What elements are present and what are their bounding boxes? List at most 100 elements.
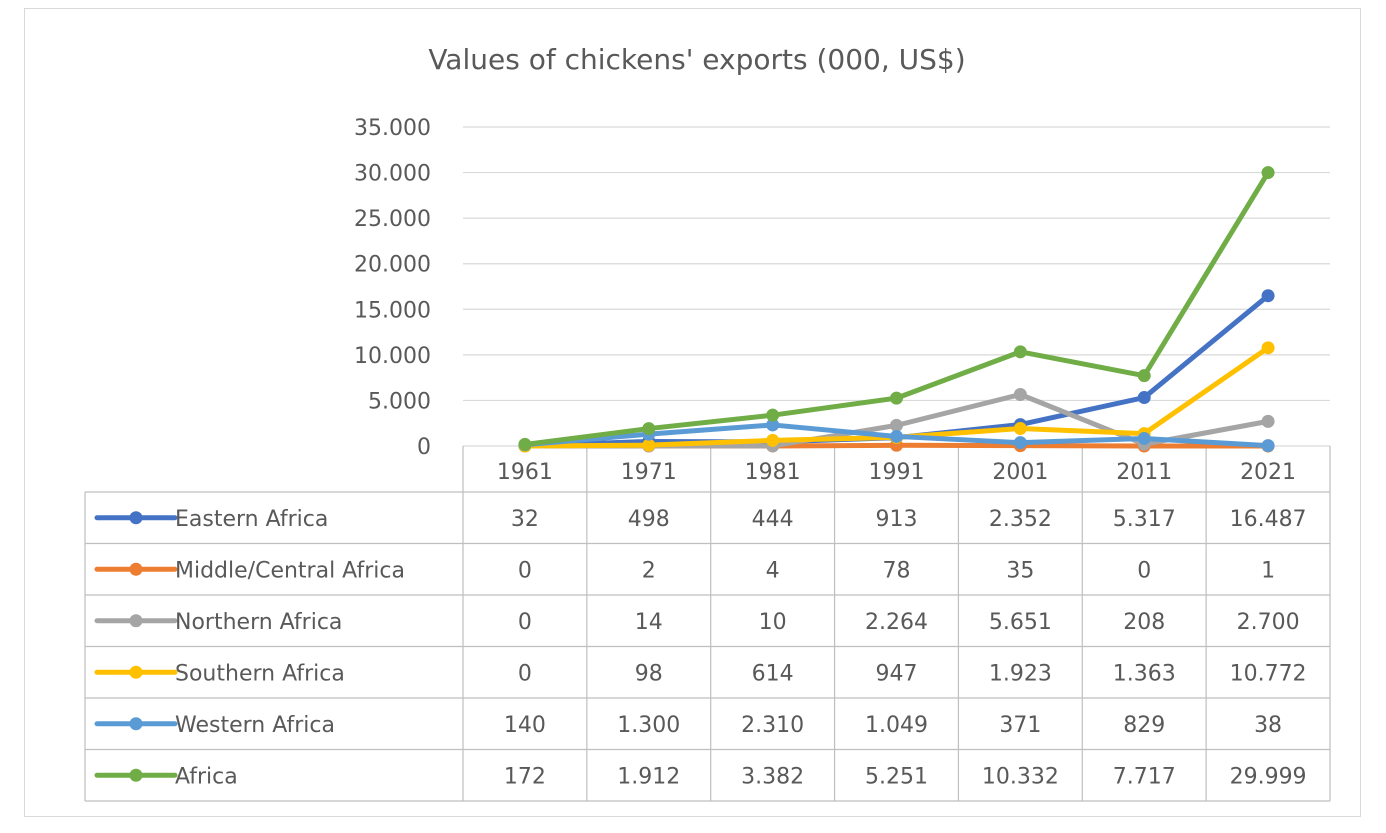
x-tick-label: 1981 bbox=[745, 460, 801, 485]
data-cell: 371 bbox=[999, 713, 1041, 738]
legend-key bbox=[94, 717, 178, 731]
data-cell: 1.912 bbox=[617, 764, 680, 789]
y-tick-label: 30.000 bbox=[354, 162, 431, 187]
data-point bbox=[1261, 414, 1275, 428]
data-cell: 2.700 bbox=[1237, 610, 1300, 635]
data-cell: 3.382 bbox=[741, 764, 804, 789]
data-cell: 5.317 bbox=[1113, 507, 1176, 532]
data-point bbox=[1261, 289, 1275, 303]
data-cell: 1.300 bbox=[617, 713, 680, 738]
data-point bbox=[642, 438, 656, 452]
data-point bbox=[1013, 345, 1027, 359]
y-tick-label: 0 bbox=[417, 435, 431, 460]
data-point bbox=[766, 433, 780, 447]
y-tick-label: 20.000 bbox=[354, 253, 431, 278]
data-cell: 0 bbox=[1137, 558, 1151, 583]
gridlines bbox=[463, 126, 1330, 447]
data-cell: 32 bbox=[511, 507, 539, 532]
data-cell: 829 bbox=[1123, 713, 1165, 738]
chart-title: Values of chickens' exports (000, US$) bbox=[428, 43, 965, 76]
y-tick-label: 35.000 bbox=[354, 116, 431, 141]
x-tick-label: 1991 bbox=[869, 460, 925, 485]
data-cell: 0 bbox=[518, 661, 532, 686]
data-cell: 1.363 bbox=[1113, 661, 1176, 686]
data-cell: 10.772 bbox=[1230, 661, 1307, 686]
data-cell: 1.049 bbox=[865, 713, 928, 738]
y-tick-label: 25.000 bbox=[354, 207, 431, 232]
legend-key bbox=[94, 665, 178, 679]
data-cell: 14 bbox=[635, 610, 663, 635]
data-cell: 2.310 bbox=[741, 713, 804, 738]
legend-key-marker bbox=[129, 511, 143, 525]
chart-canvas: Values of chickens' exports (000, US$) 0… bbox=[84, 43, 1331, 802]
y-tick-label: 10.000 bbox=[354, 344, 431, 369]
data-cell: 208 bbox=[1123, 610, 1165, 635]
data-point bbox=[1013, 421, 1027, 435]
series-group bbox=[518, 166, 1275, 451]
data-cell: 140 bbox=[504, 713, 546, 738]
legend-key-marker bbox=[129, 768, 143, 782]
data-point bbox=[890, 391, 903, 405]
data-cell: 1.923 bbox=[989, 661, 1052, 686]
data-cell: 16.487 bbox=[1230, 507, 1307, 532]
data-cell: 913 bbox=[876, 507, 918, 532]
legend-key bbox=[94, 614, 178, 628]
data-cell: 2.352 bbox=[989, 507, 1052, 532]
data-cell: 98 bbox=[635, 661, 663, 686]
data-cell: 2 bbox=[642, 558, 656, 583]
legend-key bbox=[94, 511, 178, 525]
data-cell: 0 bbox=[518, 558, 532, 583]
x-tick-label: 1971 bbox=[621, 460, 677, 485]
data-point bbox=[1261, 166, 1275, 180]
data-point bbox=[1013, 387, 1027, 401]
data-point bbox=[1261, 439, 1275, 453]
data-point bbox=[890, 429, 903, 443]
data-cell: 444 bbox=[752, 507, 794, 532]
data-cell: 38 bbox=[1254, 713, 1282, 738]
data-point bbox=[766, 408, 780, 422]
y-axis-ticks: 0 5.000 10.000 15.000 20.000 25.000 30.000 35.0… bbox=[354, 116, 431, 460]
data-cell: 5.251 bbox=[865, 764, 928, 789]
data-cell: 7.717 bbox=[1113, 764, 1176, 789]
x-tick-label: 2011 bbox=[1116, 460, 1172, 485]
legend-key-marker bbox=[129, 717, 143, 731]
x-tick-label: 2021 bbox=[1240, 460, 1296, 485]
data-cell: 172 bbox=[504, 764, 546, 789]
x-tick-label: 1961 bbox=[497, 460, 553, 485]
data-point bbox=[1261, 341, 1275, 355]
data-point bbox=[1137, 391, 1151, 405]
chart-frame: Values of chickens' exports (000, US$) 0… bbox=[24, 8, 1361, 817]
series-name-label: Africa bbox=[175, 764, 238, 789]
data-cell: 35 bbox=[1006, 558, 1034, 583]
data-cell: 0 bbox=[518, 610, 532, 635]
data-cell: 1 bbox=[1261, 558, 1275, 583]
data-point bbox=[1137, 431, 1151, 445]
series-name-label: Middle/Central Africa bbox=[175, 558, 405, 583]
legend-key-marker bbox=[129, 562, 143, 576]
data-point bbox=[890, 418, 903, 432]
series-name-label: Southern Africa bbox=[175, 661, 345, 686]
data-cell: 4 bbox=[766, 558, 780, 583]
series-name-label: Western Africa bbox=[175, 713, 335, 738]
x-tick-label: 2001 bbox=[992, 460, 1048, 485]
data-cell: 78 bbox=[883, 558, 911, 583]
data-point bbox=[1137, 369, 1151, 383]
data-point bbox=[518, 437, 532, 451]
legend-key bbox=[94, 562, 178, 576]
data-cell: 10.332 bbox=[982, 764, 1059, 789]
data-point bbox=[1013, 436, 1027, 450]
series-name-label: Northern Africa bbox=[175, 610, 342, 635]
legend-key-marker bbox=[129, 614, 143, 628]
data-cell: 2.264 bbox=[865, 610, 928, 635]
series-name-label: Eastern Africa bbox=[175, 507, 328, 532]
y-tick-label: 5.000 bbox=[368, 389, 431, 414]
data-cell: 498 bbox=[628, 507, 670, 532]
data-cell: 614 bbox=[752, 661, 794, 686]
data-cell: 947 bbox=[876, 661, 918, 686]
data-cell: 10 bbox=[759, 610, 787, 635]
data-point bbox=[642, 422, 656, 436]
legend-key-marker bbox=[129, 665, 143, 679]
y-tick-label: 15.000 bbox=[354, 298, 431, 323]
data-point bbox=[766, 418, 780, 432]
